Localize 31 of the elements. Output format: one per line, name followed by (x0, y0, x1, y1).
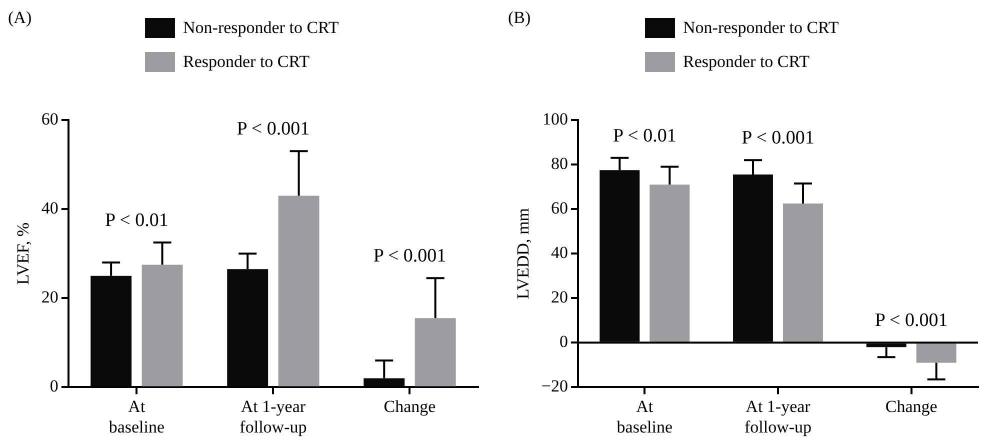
annotation: P < 0.01 (612, 125, 676, 146)
y-tick-label: 40 (550, 243, 568, 262)
chart-title: (A) (8, 8, 32, 28)
y-tick-label: 20 (550, 288, 568, 307)
y-tick-label: 20 (41, 288, 58, 307)
annotation: P < 0.001 (742, 128, 814, 149)
annotation: P < 0.001 (236, 118, 310, 140)
y-tick-label: 60 (550, 198, 568, 218)
x-tick-label: Change (384, 396, 436, 416)
y-axis-title: LVEDD, mm (514, 208, 533, 300)
y-tick-label: −20 (541, 376, 568, 396)
x-tick-label: At 1-year follow-up (240, 396, 307, 436)
chart-title: (B) (508, 8, 531, 28)
y-tick-label: 100 (542, 109, 568, 128)
y-tick-label: 40 (41, 198, 58, 218)
legend-label: Non-responder to CRT (183, 18, 339, 38)
legend-label: Responder to CRT (683, 52, 810, 72)
annotation: P < 0.001 (874, 310, 948, 332)
y-tick-label: 0 (559, 332, 568, 352)
annotation: P < 0.001 (373, 246, 446, 267)
x-tick-label: Change (885, 396, 938, 416)
annotation: P < 0.01 (105, 210, 168, 231)
x-tick-label: At baseline (616, 396, 673, 436)
x-tick-label: At 1-year follow-up (744, 396, 812, 436)
y-axis-title: LVEF, % (14, 222, 33, 285)
legend-label: Responder to CRT (183, 52, 310, 72)
legend-label: Non-responder to CRT (683, 18, 839, 38)
y-tick-label: 60 (41, 109, 58, 128)
x-tick-label: At baseline (108, 396, 165, 436)
y-tick-label: 80 (550, 154, 568, 173)
y-tick-label: 0 (50, 376, 58, 396)
